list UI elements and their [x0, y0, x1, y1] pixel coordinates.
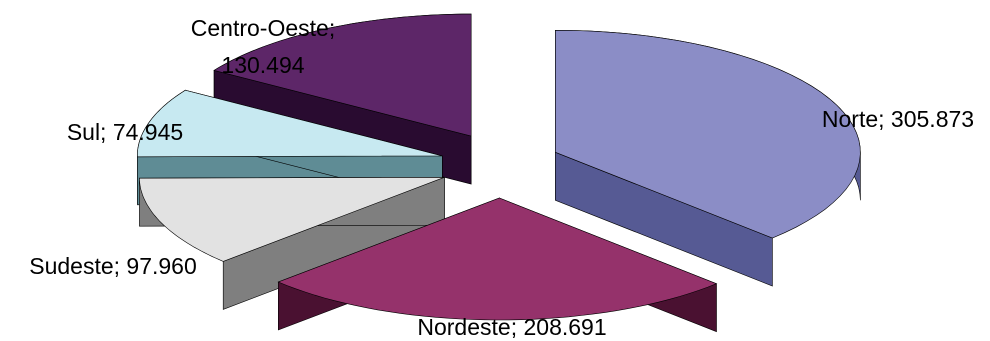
- slice-sudeste: [139, 176, 445, 310]
- slice-sul-top: [137, 89, 443, 158]
- label-centro-oeste-line2: 130.494: [221, 52, 304, 78]
- pie-slices: [137, 13, 861, 333]
- slice-sudeste-top: [139, 177, 445, 262]
- label-nordeste: Nordeste; 208.691: [417, 314, 606, 340]
- label-sudeste: Sudeste; 97.960: [29, 253, 197, 279]
- label-sul: Sul; 74.945: [67, 119, 183, 145]
- slice-nordeste: [277, 197, 718, 333]
- slice-norte-top: [555, 29, 861, 239]
- slice-nordeste-top: [277, 197, 718, 321]
- slice-centro-oeste-top: [213, 13, 472, 137]
- slice-norte: [555, 29, 861, 287]
- label-centro-oeste-line1: Centro-Oeste;: [191, 15, 335, 41]
- label-norte: Norte; 305.873: [822, 106, 974, 132]
